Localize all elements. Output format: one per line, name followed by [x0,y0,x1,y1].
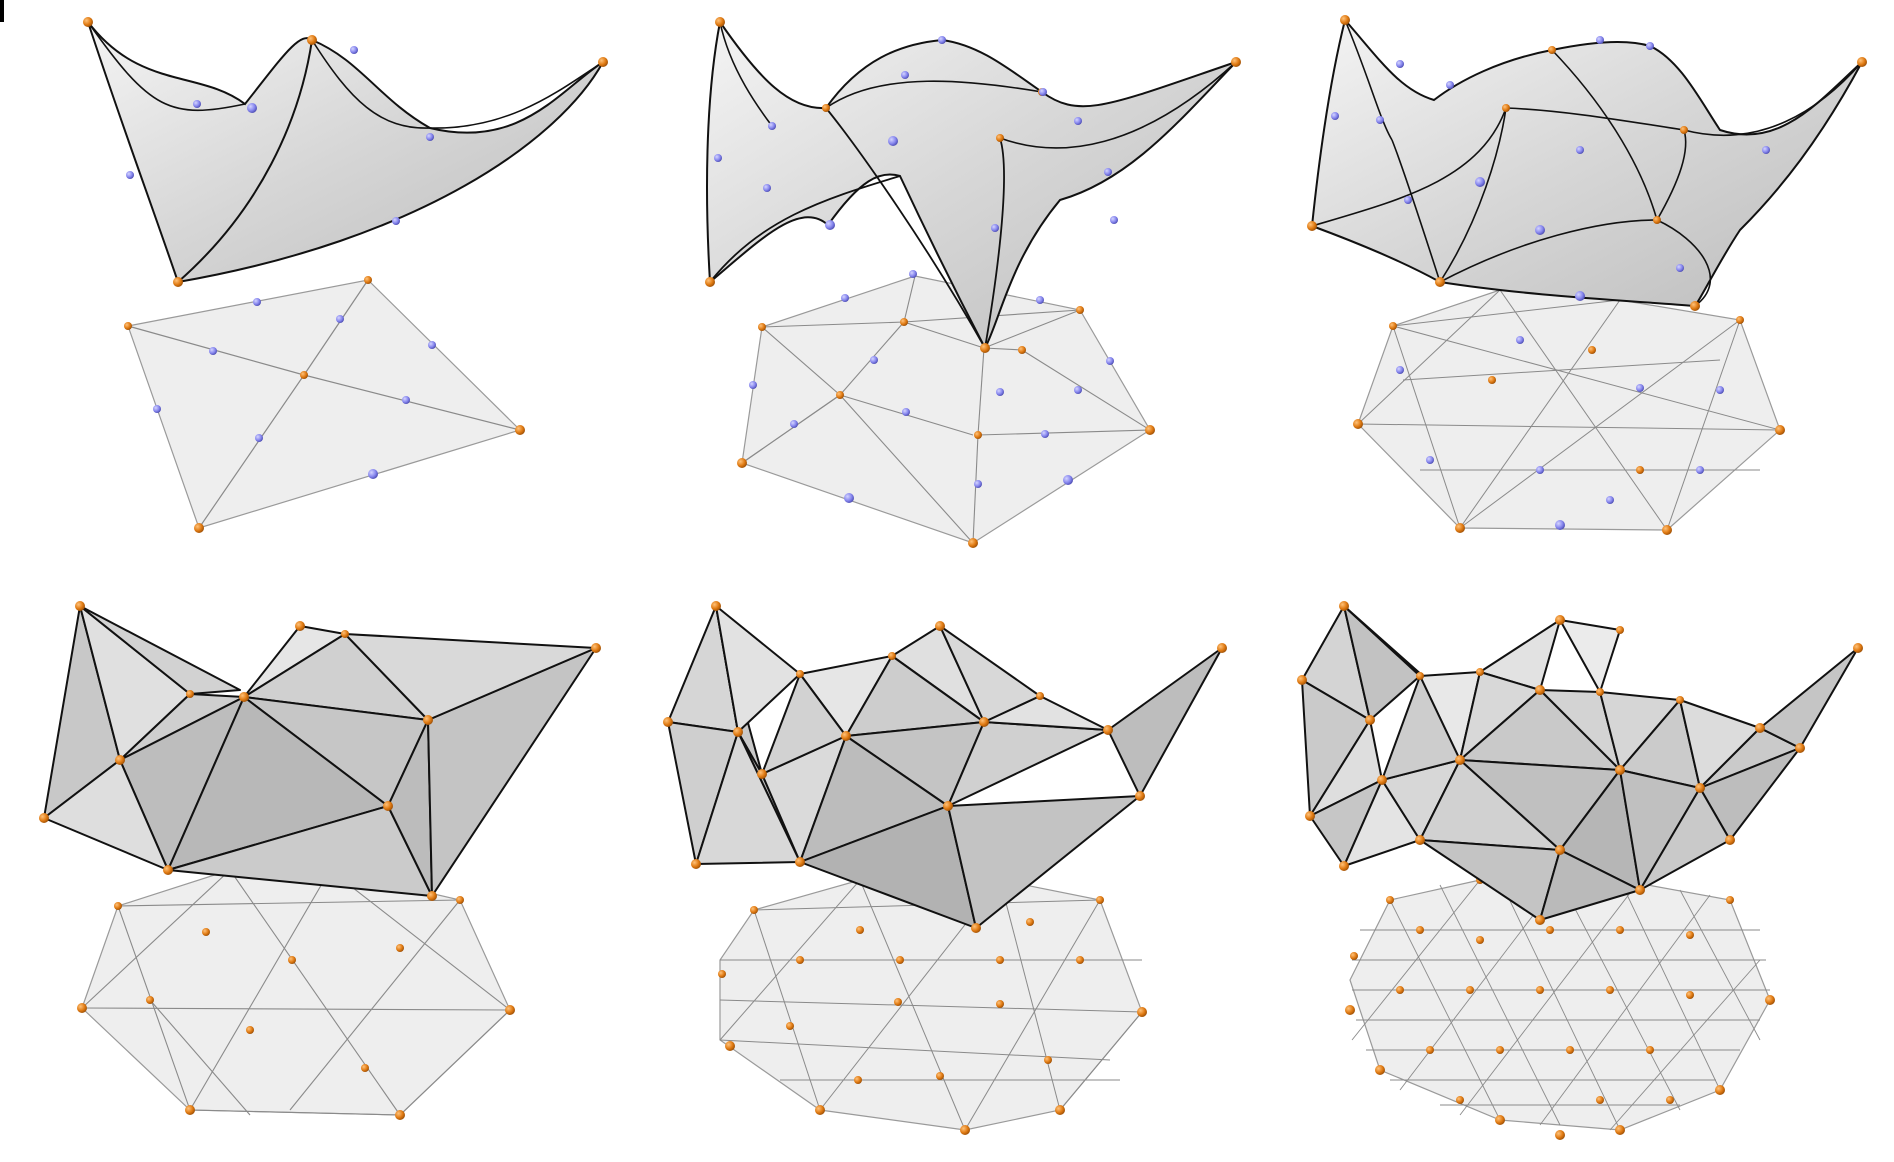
faceted-surface [667,605,1223,929]
domain-polygon [81,869,511,1116]
edge-nodes [714,36,1118,503]
domain-mesh [1357,289,1781,531]
domain-edges [719,879,1143,1131]
vertex-nodes [39,601,601,901]
panel-bottom-left [39,601,601,1120]
domain-edges [81,869,511,1116]
domain-mesh [718,876,1147,1135]
panel-top-left [83,17,608,533]
curved-surface [1310,17,1863,308]
domain-nodes [718,876,1147,1135]
domain-polygon [719,879,1143,1131]
domain-mesh [1345,876,1775,1140]
panel-bottom-right [1297,601,1863,1140]
edge-nodes [1331,36,1770,530]
domain-polygon [127,279,522,529]
panel-bottom-middle [663,601,1227,1135]
domain-mesh [741,275,1151,544]
domain-polygon [741,275,1151,544]
domain-edges [741,275,1151,544]
curved-surface [87,21,604,284]
vertex-nodes [83,17,608,533]
panel-top-middle [705,17,1241,548]
vertex-nodes [663,601,1227,933]
panel-top-right [1307,15,1867,535]
faceted-surface [43,605,597,897]
corner-mark [0,0,4,22]
faceted-surface [1301,605,1859,921]
curved-surface [706,19,1237,351]
domain-mesh [77,866,515,1120]
domain-edges [1351,879,1770,1131]
vertex-nodes [1297,601,1863,925]
edge-nodes [126,46,436,479]
vertex-nodes [1307,15,1867,535]
vertex-nodes [705,17,1241,548]
domain-mesh [127,279,522,529]
